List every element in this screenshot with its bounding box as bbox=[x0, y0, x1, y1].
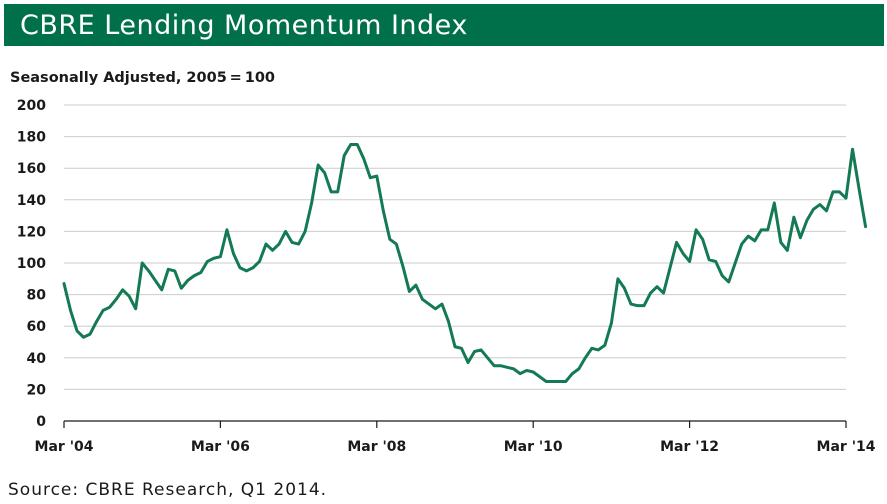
y-tick-label: 20 bbox=[27, 382, 47, 398]
axis-layer bbox=[63, 420, 847, 428]
y-tick-label: 160 bbox=[17, 161, 46, 177]
x-tick-label: Mar '04 bbox=[35, 439, 94, 455]
x-tick-label: Mar '14 bbox=[817, 439, 876, 455]
y-tick-labels: 0 20 40 60 80 100 120 140 160 180 200 bbox=[17, 98, 46, 430]
series-layer bbox=[62, 143, 868, 383]
x-tick-label: Mar '10 bbox=[504, 439, 563, 455]
y-tick-label: 180 bbox=[17, 130, 46, 146]
y-tick-label: 200 bbox=[17, 98, 46, 114]
series-line bbox=[62, 143, 868, 383]
chart-title: CBRE Lending Momentum Index bbox=[20, 10, 468, 41]
y-tick-label: 0 bbox=[36, 414, 46, 430]
y-tick-label: 40 bbox=[27, 351, 47, 367]
x-tick-label: Mar '12 bbox=[660, 439, 719, 455]
x-tick-labels: Mar '04 Mar '06 Mar '08 Mar '10 Mar '12 Mar '… bbox=[35, 439, 876, 455]
source-note: Source: CBRE Research, Q1 2014. bbox=[8, 480, 328, 500]
x-tick-label: Mar '06 bbox=[191, 439, 250, 455]
y-tick-label: 60 bbox=[27, 319, 47, 335]
y-tick-label: 140 bbox=[17, 193, 46, 209]
y-tick-label: 100 bbox=[17, 256, 46, 272]
y-tick-label: 80 bbox=[27, 288, 47, 304]
x-tick-label: Mar '08 bbox=[347, 439, 406, 455]
chart-subtitle: Seasonally Adjusted, 2005 = 100 bbox=[10, 70, 275, 86]
y-tick-label: 120 bbox=[17, 224, 46, 240]
title-bar: CBRE Lending Momentum Index bbox=[4, 4, 884, 46]
